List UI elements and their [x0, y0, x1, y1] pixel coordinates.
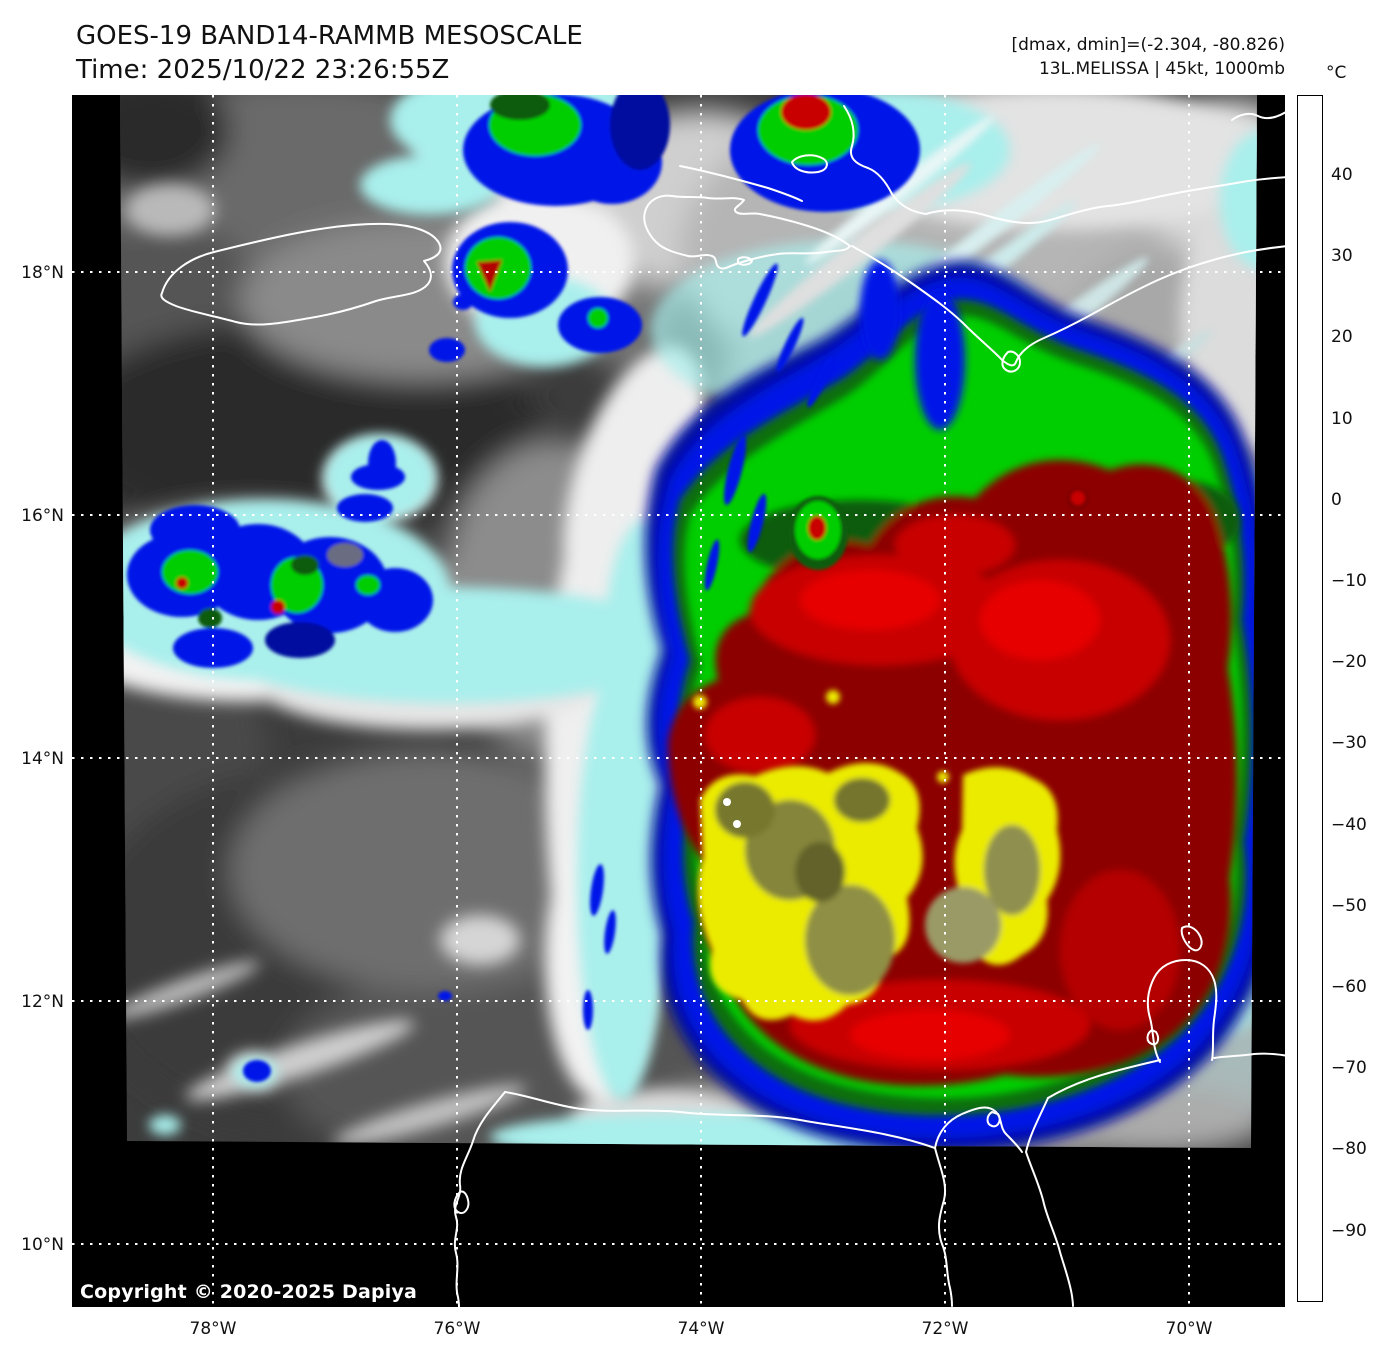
- satellite-data-region: [120, 95, 1257, 1148]
- dmax-dmin-readout: [dmax, dmin]=(-2.304, -80.826): [1011, 35, 1286, 55]
- colorbar-tick-label: −60: [1331, 977, 1367, 997]
- colorbar-tick-label: 20: [1331, 327, 1353, 347]
- colorbar-tick-label: 0: [1331, 490, 1342, 510]
- timestamp: Time: 2025/10/22 23:26:55Z: [76, 55, 450, 85]
- colorbar-tick-label: −40: [1331, 815, 1367, 835]
- temperature-colorbar: [1297, 95, 1323, 1302]
- colorbar-tick-label: −80: [1331, 1139, 1367, 1159]
- colorbar-tick-label: 10: [1331, 409, 1353, 429]
- lat-label-12n: 12°N: [21, 992, 64, 1012]
- coldest-cloud-tops: [693, 690, 1061, 1021]
- colorbar-tick-label: −70: [1331, 1058, 1367, 1078]
- colorbar-tick-label: −30: [1331, 733, 1367, 753]
- lon-label-72w: 72°W: [921, 1319, 969, 1339]
- colorbar-tick-label: −90: [1331, 1221, 1367, 1241]
- lon-label-76w: 76°W: [433, 1319, 481, 1339]
- hurricane-melissa: [645, 260, 1257, 1148]
- header-right-block: [dmax, dmin]=(-2.304, -80.826) 13L.MELIS…: [1012, 33, 1286, 81]
- colorbar-unit-label: °C: [1326, 63, 1347, 83]
- colorbar-tick-label: −20: [1331, 652, 1367, 672]
- colorbar-tick-label: 40: [1331, 165, 1353, 185]
- colorbar-tick-label: −50: [1331, 896, 1367, 916]
- lon-label-78w: 78°W: [189, 1319, 237, 1339]
- lat-label-10n: 10°N: [21, 1235, 64, 1255]
- satellite-image: [72, 95, 1285, 1307]
- lon-label-70w: 70°W: [1165, 1319, 1213, 1339]
- convective-cells: [127, 95, 1089, 1082]
- storm-status-readout: 13L.MELISSA | 45kt, 1000mb: [1038, 59, 1285, 79]
- lat-label-14n: 14°N: [21, 749, 64, 769]
- satellite-map-plot: [72, 95, 1285, 1307]
- lat-label-16n: 16°N: [21, 506, 64, 526]
- lat-label-18n: 18°N: [21, 263, 64, 283]
- colorbar-tick-label: −10: [1331, 571, 1367, 591]
- lon-label-74w: 74°W: [677, 1319, 725, 1339]
- graticule: [72, 95, 1285, 1307]
- page-title: GOES-19 BAND14-RAMMB MESOSCALE: [76, 21, 583, 51]
- colorbar-tick-label: 30: [1331, 246, 1353, 266]
- copyright-watermark: Copyright © 2020-2025 Dapiya: [80, 1281, 418, 1303]
